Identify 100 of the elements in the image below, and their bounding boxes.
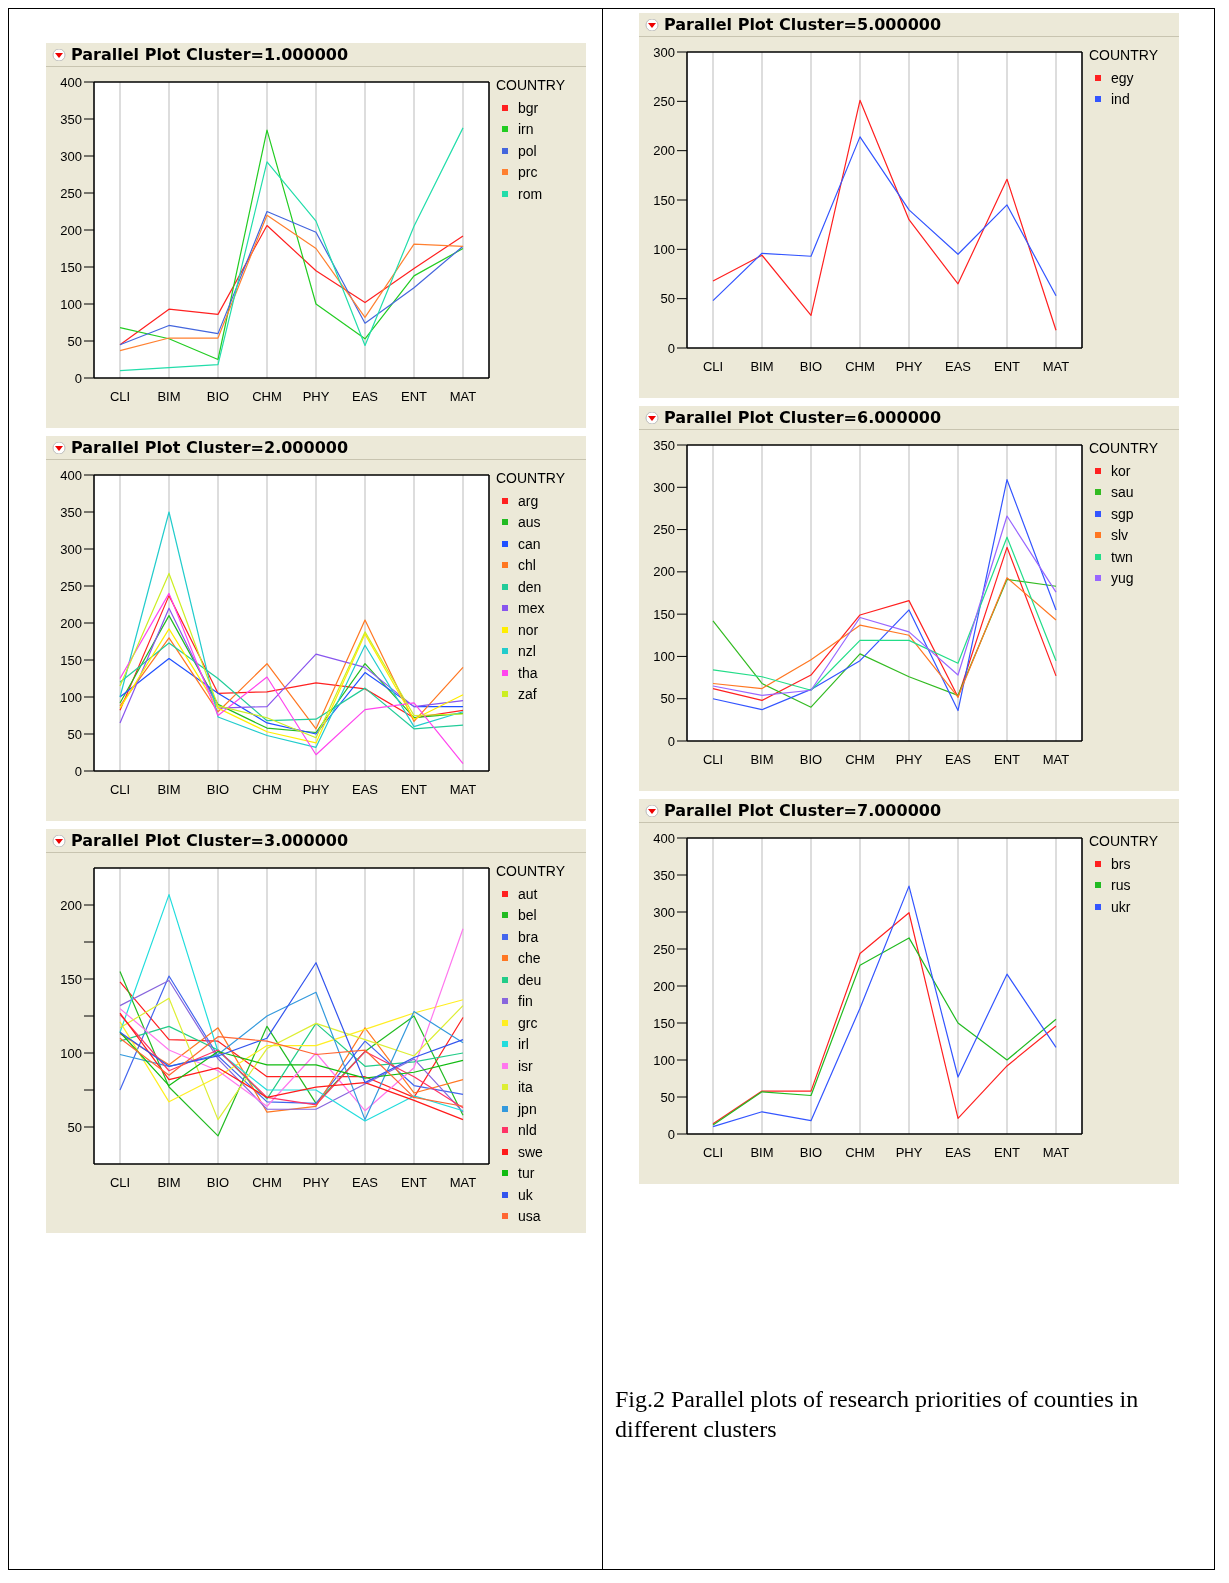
- y-tick-label: 300: [653, 904, 675, 920]
- chart-title: Parallel Plot Cluster=5.000000: [664, 15, 942, 34]
- legend-label: ukr: [1111, 898, 1131, 915]
- line-series: [119, 1036, 464, 1107]
- x-tick-label: MAT: [449, 389, 477, 405]
- y-tick-label: 50: [67, 333, 82, 349]
- legend-label: ind: [1111, 91, 1130, 108]
- x-tick-label: EAS: [351, 389, 379, 405]
- y-tick-label: 350: [60, 504, 82, 520]
- y-tick-label: 150: [60, 971, 82, 987]
- y-tick-label: 200: [60, 897, 82, 913]
- y-tick-label: 250: [60, 578, 82, 594]
- x-tick-label: BIM: [750, 752, 774, 768]
- x-tick-label: ENT: [401, 389, 428, 405]
- y-tick-label: 50: [67, 726, 82, 742]
- line-series: [712, 99, 1057, 331]
- x-tick-label: CLI: [702, 1145, 724, 1161]
- legend-title: COUNTRY: [1089, 47, 1159, 63]
- x-tick-label: BIO: [799, 359, 823, 375]
- x-tick-label: PHY: [302, 782, 330, 798]
- y-tick-label: 50: [67, 1119, 82, 1135]
- legend-label: grc: [518, 1014, 538, 1031]
- line-series: [119, 1027, 464, 1113]
- x-tick-label: BIO: [206, 1175, 230, 1191]
- legend-label: can: [518, 535, 541, 552]
- y-tick-label: 400: [60, 467, 82, 483]
- line-series: [119, 592, 464, 765]
- legend-label: brs: [1111, 855, 1131, 872]
- line-series: [712, 479, 1057, 712]
- x-tick-label: MAT: [1042, 359, 1070, 375]
- y-tick-label: 300: [60, 541, 82, 557]
- y-tick-label: 0: [667, 1126, 675, 1142]
- line-series: [119, 999, 464, 1103]
- legend-label: bgr: [518, 99, 539, 116]
- legend-label: irn: [518, 121, 534, 138]
- y-tick-label: 150: [653, 192, 675, 208]
- x-tick-label: ENT: [994, 1145, 1021, 1161]
- legend-label: bra: [518, 928, 539, 945]
- x-tick-label: PHY: [302, 1175, 330, 1191]
- x-tick-label: PHY: [895, 359, 923, 375]
- x-tick-label: PHY: [895, 752, 923, 768]
- line-series: [119, 628, 464, 744]
- x-tick-label: BIM: [157, 389, 181, 405]
- y-tick-label: 50: [660, 691, 675, 707]
- x-tick-label: CHM: [252, 1175, 282, 1191]
- legend-title: COUNTRY: [496, 863, 566, 879]
- legend-label: nzl: [518, 643, 536, 660]
- y-tick-label: 150: [653, 606, 675, 622]
- legend-label: twn: [1111, 548, 1133, 565]
- x-tick-label: CHM: [845, 359, 875, 375]
- legend-label: rus: [1111, 877, 1131, 894]
- y-tick-label: 50: [660, 291, 675, 307]
- y-tick-label: 350: [653, 437, 675, 453]
- legend-label: uk: [518, 1186, 533, 1203]
- chart-title: Parallel Plot Cluster=2.000000: [71, 438, 349, 457]
- legend-label: sgp: [1111, 505, 1134, 522]
- legend-label: irl: [518, 1036, 529, 1053]
- line-series: [119, 642, 464, 730]
- x-tick-label: BIO: [799, 752, 823, 768]
- line-series: [119, 1022, 464, 1100]
- x-tick-label: BIO: [799, 1145, 823, 1161]
- legend-label: den: [518, 578, 542, 595]
- y-tick-label: 100: [60, 296, 82, 312]
- legend-label: nor: [518, 621, 539, 638]
- y-tick-label: 250: [653, 93, 675, 109]
- caption: Fig.2 Parallel plots of research priorities of counties in different clusters: [615, 1385, 1140, 1444]
- y-tick-label: 50: [660, 1089, 675, 1105]
- legend-label: yug: [1111, 570, 1134, 587]
- legend-label: swe: [518, 1143, 543, 1160]
- legend-label: isr: [518, 1057, 533, 1074]
- y-tick-label: 350: [60, 111, 82, 127]
- x-tick-label: MAT: [1042, 1145, 1070, 1161]
- legend-label: mex: [518, 600, 545, 617]
- x-tick-label: MAT: [1042, 752, 1070, 768]
- y-tick-label: 100: [60, 1045, 82, 1061]
- y-tick-label: 300: [653, 44, 675, 60]
- legend-label: arg: [518, 492, 539, 509]
- x-tick-label: BIM: [750, 1145, 774, 1161]
- y-tick-label: 200: [653, 143, 675, 159]
- y-tick-label: 250: [653, 941, 675, 957]
- x-tick-label: BIO: [206, 782, 230, 798]
- legend-title: COUNTRY: [496, 470, 566, 486]
- legend-label: deu: [518, 971, 542, 988]
- x-tick-label: CHM: [252, 389, 282, 405]
- legend-label: prc: [518, 164, 538, 181]
- x-tick-label: BIM: [750, 359, 774, 375]
- y-tick-label: 0: [74, 370, 82, 386]
- chart-title: Parallel Plot Cluster=1.000000: [71, 45, 349, 64]
- y-tick-label: 0: [667, 340, 675, 356]
- legend-label: tha: [518, 664, 538, 681]
- y-tick-label: 100: [653, 649, 675, 665]
- x-tick-label: BIM: [157, 782, 181, 798]
- legend-label: fin: [518, 993, 533, 1010]
- y-tick-label: 150: [60, 259, 82, 275]
- y-tick-label: 200: [60, 615, 82, 631]
- x-tick-label: PHY: [302, 389, 330, 405]
- legend-label: egy: [1111, 69, 1134, 86]
- legend-label: pol: [518, 142, 537, 159]
- x-tick-label: ENT: [401, 782, 428, 798]
- legend-label: kor: [1111, 462, 1131, 479]
